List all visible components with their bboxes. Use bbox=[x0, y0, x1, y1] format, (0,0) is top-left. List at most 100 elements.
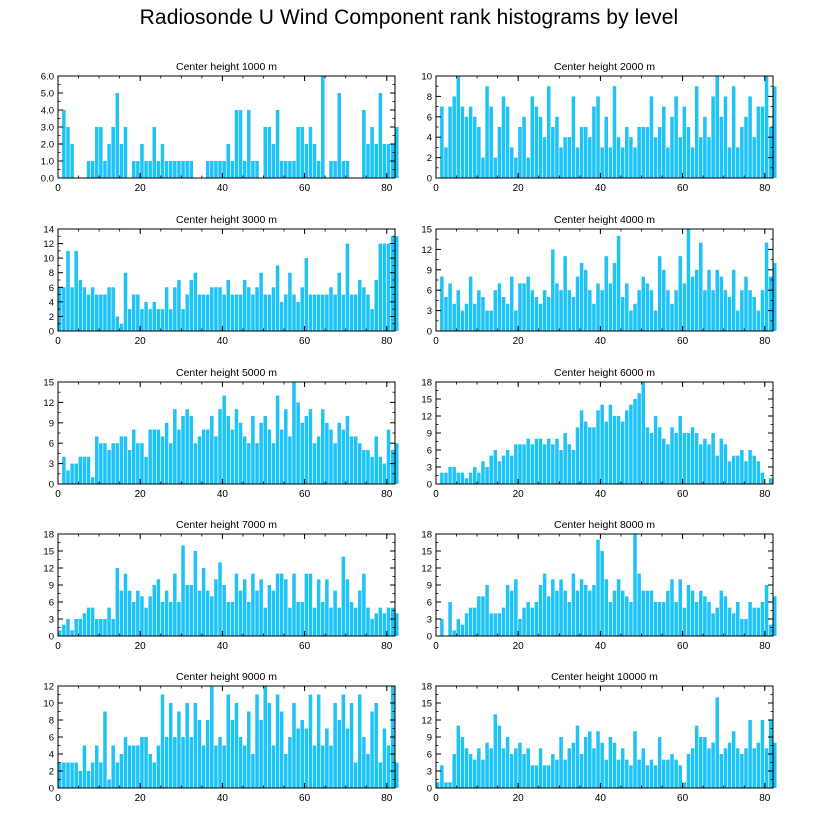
histogram-bar bbox=[723, 596, 728, 636]
histogram-bar bbox=[489, 106, 493, 178]
histogram-bar bbox=[752, 607, 756, 636]
histogram-bar bbox=[740, 290, 744, 331]
histogram-bar bbox=[559, 450, 563, 484]
histogram-bar bbox=[111, 745, 115, 788]
histogram-bar bbox=[653, 765, 658, 788]
panel-title: Center height 7000 m bbox=[176, 519, 277, 531]
histogram-bar bbox=[596, 731, 600, 788]
histogram-bar bbox=[74, 762, 78, 788]
histogram-bar bbox=[588, 290, 592, 331]
histogram-bar bbox=[481, 596, 485, 636]
histogram-bar bbox=[620, 297, 625, 331]
histogram-bar bbox=[304, 573, 309, 636]
histogram-bar bbox=[148, 429, 152, 484]
histogram-bar bbox=[366, 294, 370, 331]
histogram-bar bbox=[748, 290, 752, 331]
histogram-bar bbox=[534, 602, 539, 636]
histogram-bar bbox=[485, 585, 489, 636]
histogram-bar bbox=[193, 551, 198, 636]
histogram-bar bbox=[193, 443, 198, 484]
histogram-bar bbox=[472, 607, 477, 636]
histogram-bar bbox=[649, 290, 654, 331]
histogram-bar bbox=[296, 602, 300, 636]
histogram-bar bbox=[546, 596, 551, 636]
x-tick-label: 20 bbox=[135, 183, 147, 194]
histogram-bar bbox=[131, 745, 136, 788]
histogram-bar bbox=[509, 147, 514, 178]
y-tick-label: 12 bbox=[43, 564, 54, 575]
histogram-bar bbox=[181, 545, 185, 636]
histogram-bar bbox=[288, 161, 292, 178]
histogram-bar bbox=[107, 144, 111, 178]
histogram-bar bbox=[522, 283, 526, 331]
y-tick-label: 10 bbox=[421, 72, 432, 83]
histogram-bar bbox=[456, 290, 461, 331]
histogram-bar bbox=[567, 290, 572, 331]
x-tick-label: 40 bbox=[595, 793, 607, 804]
y-tick-label: 3 bbox=[49, 615, 54, 626]
histogram-bar bbox=[555, 283, 559, 331]
histogram-bar bbox=[740, 450, 744, 484]
histogram-bar bbox=[358, 694, 362, 788]
x-tick-label: 80 bbox=[381, 336, 393, 347]
histogram-bar bbox=[711, 290, 715, 331]
histogram-bar bbox=[538, 585, 543, 636]
histogram-bar bbox=[526, 438, 530, 484]
histogram-bar bbox=[608, 404, 613, 484]
histogram-bar bbox=[99, 619, 103, 636]
histogram-bar bbox=[111, 127, 115, 178]
histogram-bar bbox=[768, 624, 773, 636]
histogram-bar bbox=[764, 76, 769, 178]
histogram-bar bbox=[370, 127, 374, 178]
histogram-bar bbox=[633, 147, 637, 178]
histogram-bar bbox=[300, 422, 304, 484]
histogram-bar bbox=[600, 404, 604, 484]
histogram-bar bbox=[575, 147, 580, 178]
histogram-bar bbox=[575, 590, 580, 636]
histogram-bar bbox=[86, 456, 91, 484]
histogram-bar bbox=[719, 276, 724, 331]
y-tick-label: 0 bbox=[49, 327, 54, 338]
histogram-bar bbox=[144, 607, 148, 636]
histogram-bar bbox=[468, 472, 473, 484]
histogram-bar bbox=[670, 579, 674, 636]
histogram-bar bbox=[485, 310, 489, 331]
histogram-bar bbox=[382, 144, 387, 178]
y-tick-label: 12 bbox=[421, 245, 432, 256]
histogram-bar bbox=[542, 573, 547, 636]
y-tick-label: 3 bbox=[427, 767, 432, 778]
histogram-bar bbox=[436, 782, 440, 788]
histogram-bar bbox=[181, 309, 185, 331]
histogram-bar bbox=[329, 287, 333, 331]
y-tick-label: 8 bbox=[49, 268, 54, 279]
histogram-bar bbox=[641, 590, 645, 636]
histogram-bar bbox=[119, 436, 124, 484]
histogram-bar bbox=[571, 297, 576, 331]
histogram-bar bbox=[210, 287, 214, 331]
y-tick-label: 10 bbox=[43, 699, 54, 710]
histogram-bar bbox=[682, 433, 687, 484]
histogram-bar bbox=[255, 590, 259, 636]
histogram-bar bbox=[444, 472, 448, 484]
histogram-bar bbox=[292, 161, 296, 178]
histogram-bar bbox=[530, 765, 535, 788]
histogram-bar bbox=[493, 290, 498, 331]
histogram-bar bbox=[649, 96, 654, 178]
histogram-bar bbox=[740, 127, 744, 178]
histogram-bar bbox=[107, 287, 111, 331]
histogram-bar bbox=[103, 711, 107, 788]
histogram-bar bbox=[382, 728, 387, 788]
histogram-bar bbox=[662, 269, 666, 331]
histogram-bar bbox=[756, 607, 761, 636]
histogram-bar bbox=[707, 748, 711, 788]
histogram-bar bbox=[284, 294, 288, 331]
histogram-bar bbox=[694, 725, 699, 788]
y-tick-label: 5.0 bbox=[41, 89, 54, 100]
histogram-bar bbox=[374, 703, 378, 788]
x-tick-label: 60 bbox=[299, 183, 311, 194]
histogram-bar bbox=[694, 269, 699, 331]
histogram-bar bbox=[736, 147, 740, 178]
histogram-bar bbox=[181, 416, 185, 484]
histogram-bar bbox=[148, 596, 152, 636]
histogram-bar bbox=[596, 539, 600, 636]
